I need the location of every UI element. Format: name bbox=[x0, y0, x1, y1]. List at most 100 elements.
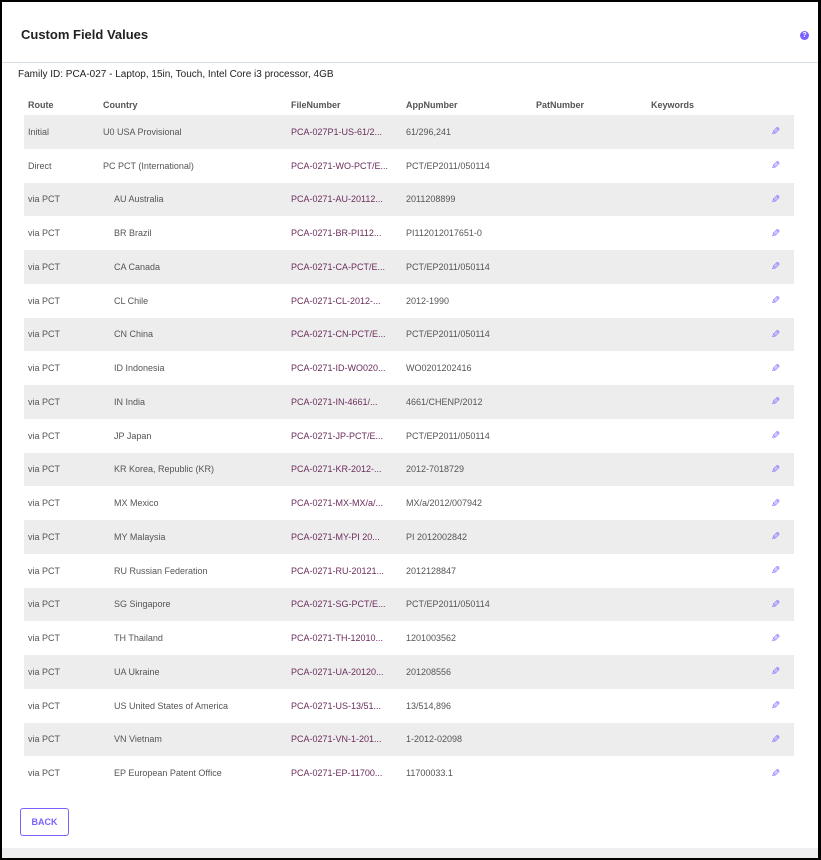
route-cell: via PCT bbox=[24, 587, 99, 622]
pencil-icon[interactable]: ✎ bbox=[770, 193, 780, 206]
pencil-icon[interactable]: ✎ bbox=[770, 227, 780, 240]
country-cell: IN India bbox=[99, 385, 287, 419]
country-cell: CL Chile bbox=[114, 295, 149, 306]
filenumber-cell: PCA-0271-VN-1-201... bbox=[287, 722, 402, 757]
table-row: via PCT MY Malaysia PCA-0271-MY-PI 20... PI… bbox=[24, 520, 794, 554]
table-row: Initial U0 USA Provisional PCA-027P1-US-61… bbox=[24, 115, 794, 149]
route-cell: via PCT bbox=[28, 768, 61, 779]
column-header-route: Route bbox=[28, 100, 54, 110]
pencil-icon[interactable]: ✎ bbox=[770, 531, 780, 544]
country-cell: US United States of America bbox=[114, 700, 229, 711]
country-cell: UA Ukraine bbox=[99, 655, 287, 689]
patnumber-cell bbox=[532, 115, 647, 149]
country-cell: MX Mexico bbox=[114, 498, 159, 509]
table-row: via PCT AU Australia PCA-0271-AU-20112... 2… bbox=[24, 182, 794, 217]
patnumber-cell bbox=[532, 149, 647, 183]
table-row: via PCT US United States of America PCA-02… bbox=[24, 689, 794, 723]
appnumber-cell: PCT/EP2011/050114 bbox=[406, 160, 490, 171]
actions-cell: ✎ bbox=[759, 587, 794, 622]
patnumber-cell bbox=[532, 722, 647, 757]
pencil-icon[interactable]: ✎ bbox=[770, 396, 780, 409]
pencil-icon[interactable]: ✎ bbox=[770, 430, 780, 443]
pencil-icon[interactable]: ✎ bbox=[770, 362, 780, 375]
route-cell: via PCT bbox=[28, 363, 61, 374]
route-cell: via PCT bbox=[28, 430, 61, 441]
table-row: via PCT RU Russian Federation PCA-0271-RU-… bbox=[24, 554, 794, 588]
country-cell: PC PCT (International) bbox=[103, 160, 194, 171]
column-header-country: Country bbox=[103, 100, 138, 110]
filenumber-cell: PCA-0271-RU-20121... bbox=[291, 565, 385, 576]
pencil-icon[interactable]: ✎ bbox=[770, 328, 780, 341]
filenumber-cell: PCA-0271-EP-11700... bbox=[291, 768, 383, 779]
appnumber-cell: 2012-7018729 bbox=[402, 452, 532, 487]
actions-cell: ✎ bbox=[759, 621, 794, 655]
filenumber-cell: PCA-0271-TH-12010... bbox=[291, 633, 384, 644]
keywords-cell bbox=[647, 587, 759, 622]
route-cell: via PCT bbox=[24, 250, 99, 284]
column-header-filenumber: FileNumber bbox=[291, 100, 341, 110]
keywords-cell bbox=[647, 250, 759, 284]
question-circle-icon[interactable]: ? bbox=[800, 31, 809, 40]
route-cell: via PCT bbox=[24, 722, 99, 757]
pencil-icon[interactable]: ✎ bbox=[770, 733, 780, 746]
table-row: Direct PC PCT (International) PCA-0271-WO-… bbox=[24, 149, 794, 183]
pencil-icon[interactable]: ✎ bbox=[770, 666, 780, 679]
actions-cell: ✎ bbox=[759, 216, 794, 250]
back-button[interactable]: BACK bbox=[20, 808, 69, 836]
pencil-icon[interactable]: ✎ bbox=[770, 632, 780, 645]
route-cell: via PCT bbox=[24, 520, 99, 554]
route-cell: via PCT bbox=[28, 295, 61, 306]
appnumber-cell: 2011208899 bbox=[402, 182, 532, 217]
actions-cell: ✎ bbox=[759, 115, 794, 149]
country-cell: EP European Patent Office bbox=[114, 768, 222, 779]
pencil-icon[interactable]: ✎ bbox=[770, 261, 780, 274]
country-cell: AU Australia bbox=[99, 182, 287, 217]
pencil-icon[interactable]: ✎ bbox=[770, 126, 780, 139]
patnumber-cell bbox=[532, 385, 647, 419]
patnumber-cell bbox=[532, 419, 647, 453]
table-header-row: Route Country FileNumber AppNumber PatNu… bbox=[24, 95, 794, 115]
pencil-icon[interactable]: ✎ bbox=[770, 463, 780, 476]
actions-cell: ✎ bbox=[759, 756, 794, 790]
actions-cell: ✎ bbox=[759, 452, 794, 487]
keywords-cell bbox=[647, 216, 759, 250]
keywords-cell bbox=[647, 621, 759, 655]
pencil-icon[interactable]: ✎ bbox=[770, 565, 780, 578]
table-row: via PCT IN India PCA-0271-IN-4661/... 4661/… bbox=[24, 385, 794, 419]
filenumber-cell: PCA-0271-CA-PCT/E... bbox=[287, 250, 402, 284]
pencil-icon[interactable]: ✎ bbox=[770, 598, 780, 611]
table-row: via PCT JP Japan PCA-0271-JP-PCT/E... PCT/E… bbox=[24, 419, 794, 453]
route-cell: via PCT bbox=[24, 655, 99, 689]
filenumber-cell: PCA-0271-ID-WO020... bbox=[291, 363, 386, 374]
patnumber-cell bbox=[532, 655, 647, 689]
patnumber-cell bbox=[532, 520, 647, 554]
pencil-icon[interactable]: ✎ bbox=[770, 700, 780, 713]
country-cell: MY Malaysia bbox=[99, 520, 287, 554]
pencil-icon[interactable]: ✎ bbox=[770, 160, 780, 173]
country-cell: KR Korea, Republic (KR) bbox=[99, 452, 287, 487]
keywords-cell bbox=[647, 149, 759, 183]
actions-cell: ✎ bbox=[759, 250, 794, 284]
route-cell: via PCT bbox=[24, 317, 99, 352]
pencil-icon[interactable]: ✎ bbox=[770, 767, 780, 780]
pencil-icon[interactable]: ✎ bbox=[770, 295, 780, 308]
appnumber-cell: PCT/EP2011/050114 bbox=[402, 250, 532, 284]
divider bbox=[2, 62, 818, 63]
filenumber-cell: PCA-0271-JP-PCT/E... bbox=[291, 430, 384, 441]
keywords-cell bbox=[647, 689, 759, 723]
pencil-icon[interactable]: ✎ bbox=[770, 497, 780, 510]
actions-cell: ✎ bbox=[759, 722, 794, 757]
appnumber-cell: 2012128847 bbox=[406, 565, 457, 576]
patnumber-cell bbox=[532, 689, 647, 723]
appnumber-cell: PCT/EP2011/050114 bbox=[402, 587, 532, 622]
route-cell: via PCT bbox=[28, 228, 61, 239]
custom-fields-table: Route Country FileNumber AppNumber PatNu… bbox=[24, 95, 794, 790]
appnumber-cell: PI112012017651-0 bbox=[406, 228, 482, 239]
route-cell: Initial bbox=[24, 115, 99, 149]
route-cell: via PCT bbox=[28, 633, 61, 644]
route-cell: via PCT bbox=[28, 498, 61, 509]
filenumber-cell: PCA-0271-UA-20120... bbox=[287, 655, 402, 689]
country-cell: VN Vietnam bbox=[99, 722, 287, 757]
actions-cell: ✎ bbox=[759, 284, 794, 318]
appnumber-cell: 2012-1990 bbox=[406, 295, 450, 306]
